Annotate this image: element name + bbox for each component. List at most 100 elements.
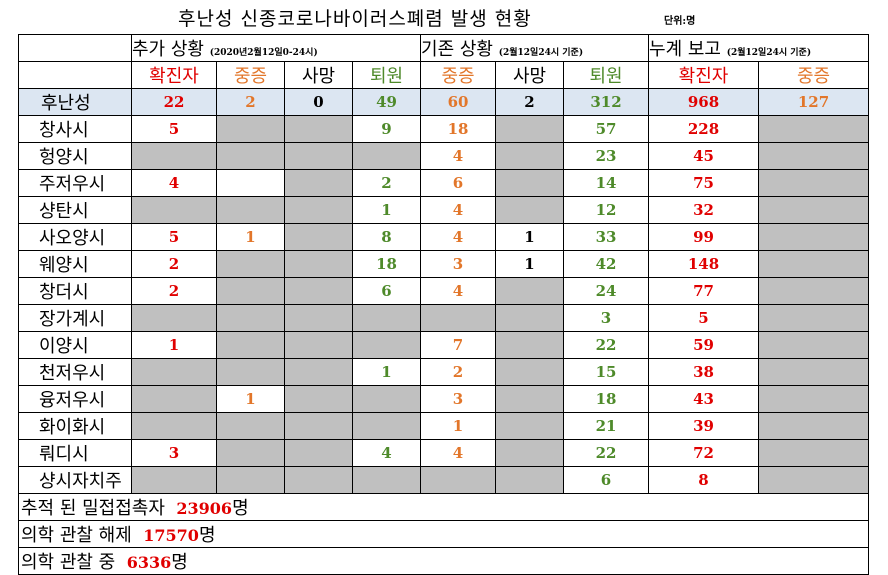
value-cell: 18 — [351, 250, 422, 278]
value-cell: 23 — [563, 142, 650, 170]
table-row: 융저우시 1 3 18 43 — [18, 385, 870, 413]
value-cell: 60 — [420, 88, 497, 116]
summary-value: 17570 — [143, 526, 199, 545]
summary-row: 의학 관찰 중 6336명 — [17, 547, 870, 575]
summary-label: 추적 된 밀접접촉자 — [21, 498, 165, 519]
value-cell: 5 — [131, 115, 217, 143]
column-header: 퇴원 — [351, 61, 422, 89]
empty-cell — [131, 385, 217, 413]
table-row: 이양시 1 7 22 59 — [18, 331, 870, 359]
region-name: 주저우시 — [18, 169, 132, 197]
column-header: 중증 — [758, 61, 870, 89]
table-row: 샹시자치주 6 8 — [18, 466, 870, 494]
region-name: 이양시 — [18, 331, 132, 359]
summary-row: 추적 된 밀접접촉자 23906명 — [17, 493, 870, 521]
value-cell: 14 — [563, 169, 650, 197]
empty-cell — [284, 331, 353, 359]
empty-cell — [216, 250, 285, 278]
empty-cell — [758, 439, 870, 467]
empty-cell — [495, 277, 565, 305]
empty-cell — [216, 196, 285, 224]
value-cell: 8 — [351, 223, 422, 251]
value-cell: 4 — [420, 223, 497, 251]
value-cell: 72 — [648, 439, 760, 467]
value-cell: 1 — [216, 385, 285, 413]
empty-cell — [351, 412, 422, 440]
table-row: 뤄디시 3 4 4 22 72 — [18, 439, 870, 467]
empty-cell — [284, 169, 353, 197]
value-cell: 1 — [351, 358, 422, 386]
value-cell: 38 — [648, 358, 760, 386]
value-cell: 4 — [351, 439, 422, 467]
empty-cell — [216, 358, 285, 386]
empty-cell — [216, 466, 285, 494]
value-cell: 75 — [648, 169, 760, 197]
empty-cell — [495, 385, 565, 413]
empty-cell — [284, 439, 353, 467]
value-cell: 1 — [216, 223, 285, 251]
value-cell: 9 — [351, 115, 422, 143]
value-cell: 312 — [563, 88, 650, 116]
empty-cell — [758, 412, 870, 440]
value-cell: 8 — [648, 466, 760, 494]
region-name: 장가계시 — [18, 304, 132, 332]
value-cell: 1 — [495, 223, 565, 251]
empty-cell — [758, 223, 870, 251]
empty-cell — [284, 250, 353, 278]
value-cell: 22 — [563, 439, 650, 467]
value-cell — [216, 169, 285, 197]
group-header-existing: 기존 상황 (2월12일24시 기준) — [420, 34, 650, 62]
table-row: 창사시 5 9 18 57 228 — [18, 115, 870, 143]
empty-cell — [216, 277, 285, 305]
group-header-added: 추가 상황 (2020년2월12일0-24시) — [130, 34, 422, 62]
value-cell: 2 — [131, 277, 217, 305]
region-name: 뤄디시 — [18, 439, 132, 467]
value-cell: 21 — [563, 412, 650, 440]
empty-cell — [216, 142, 285, 170]
value-cell: 5 — [131, 223, 217, 251]
report-title-bar: 후난성 신종코로나바이러스폐렴 발생 현황 단위:명 — [0, 4, 888, 32]
empty-cell — [758, 196, 870, 224]
empty-cell — [758, 277, 870, 305]
value-cell: 22 — [563, 331, 650, 359]
empty-cell — [495, 169, 565, 197]
value-cell: 59 — [648, 331, 760, 359]
empty-cell — [284, 385, 353, 413]
empty-cell — [758, 250, 870, 278]
corner-cell — [18, 61, 132, 89]
value-cell: 39 — [648, 412, 760, 440]
empty-cell — [284, 277, 353, 305]
empty-cell — [284, 223, 353, 251]
table-row: 화이화시 1 21 39 — [18, 412, 870, 440]
value-cell: 968 — [648, 88, 760, 116]
value-cell: 18 — [420, 115, 497, 143]
empty-cell — [420, 304, 497, 332]
value-cell: 3 — [420, 385, 497, 413]
empty-cell — [420, 466, 497, 494]
value-cell: 4 — [420, 196, 497, 224]
empty-cell — [216, 331, 285, 359]
empty-cell — [284, 142, 353, 170]
value-cell: 228 — [648, 115, 760, 143]
region-name: 사오양시 — [18, 223, 132, 251]
value-cell: 12 — [563, 196, 650, 224]
region-name: 창더시 — [18, 277, 132, 305]
empty-cell — [351, 142, 422, 170]
region-name: 샹탄시 — [18, 196, 132, 224]
table-row: 창더시 2 6 4 24 77 — [18, 277, 870, 305]
value-cell: 2 — [420, 358, 497, 386]
value-cell: 2 — [495, 88, 565, 116]
value-cell: 49 — [351, 88, 422, 116]
value-cell: 148 — [648, 250, 760, 278]
column-header: 중증 — [420, 61, 497, 89]
empty-cell — [351, 466, 422, 494]
empty-cell — [284, 358, 353, 386]
value-cell: 99 — [648, 223, 760, 251]
summary-value: 23906 — [176, 499, 233, 518]
empty-cell — [758, 466, 870, 494]
region-name: 융저우시 — [18, 385, 132, 413]
summary-label: 의학 관찰 중 — [21, 552, 116, 573]
value-cell: 2 — [216, 88, 285, 116]
empty-cell — [758, 331, 870, 359]
empty-cell — [758, 115, 870, 143]
